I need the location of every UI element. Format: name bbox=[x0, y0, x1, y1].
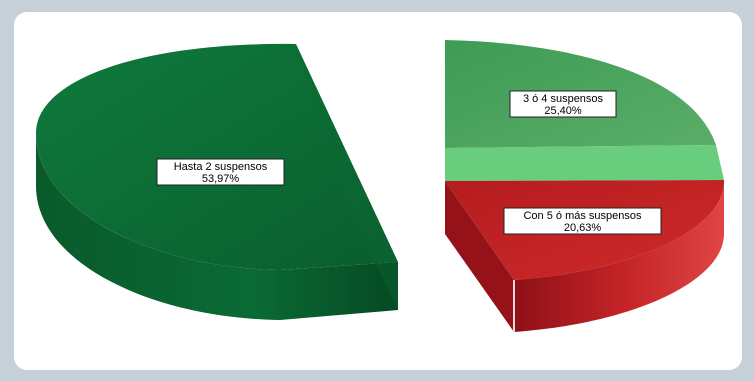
slice-3-4-side bbox=[445, 145, 724, 181]
data-label-con-5-name: Con 5 ó más suspensos bbox=[523, 210, 642, 222]
slice-hasta-2-side bbox=[36, 133, 398, 320]
data-label-hasta-2-value: 53,97% bbox=[202, 173, 240, 185]
slice-con-5-o-mas-suspensos bbox=[445, 180, 725, 332]
slice-hasta-2-suspensos bbox=[36, 43, 398, 320]
slice-5-cut bbox=[445, 181, 514, 332]
data-label-3-o-4-value: 25,40% bbox=[544, 105, 582, 117]
data-label-3-o-4: 3 ó 4 suspensos 25,40% bbox=[509, 90, 617, 118]
data-label-hasta-2: Hasta 2 suspensos 53,97% bbox=[156, 158, 285, 186]
data-label-3-o-4-name: 3 ó 4 suspensos bbox=[523, 93, 604, 105]
slice-hasta-2-cut bbox=[296, 44, 398, 310]
data-label-con-5: Con 5 ó más suspensos 20,63% bbox=[503, 207, 662, 235]
slice-5-side bbox=[514, 180, 725, 332]
data-label-con-5-value: 20,63% bbox=[564, 222, 602, 234]
data-label-hasta-2-name: Hasta 2 suspensos bbox=[174, 161, 268, 173]
slice-hasta-2-top bbox=[36, 43, 398, 270]
